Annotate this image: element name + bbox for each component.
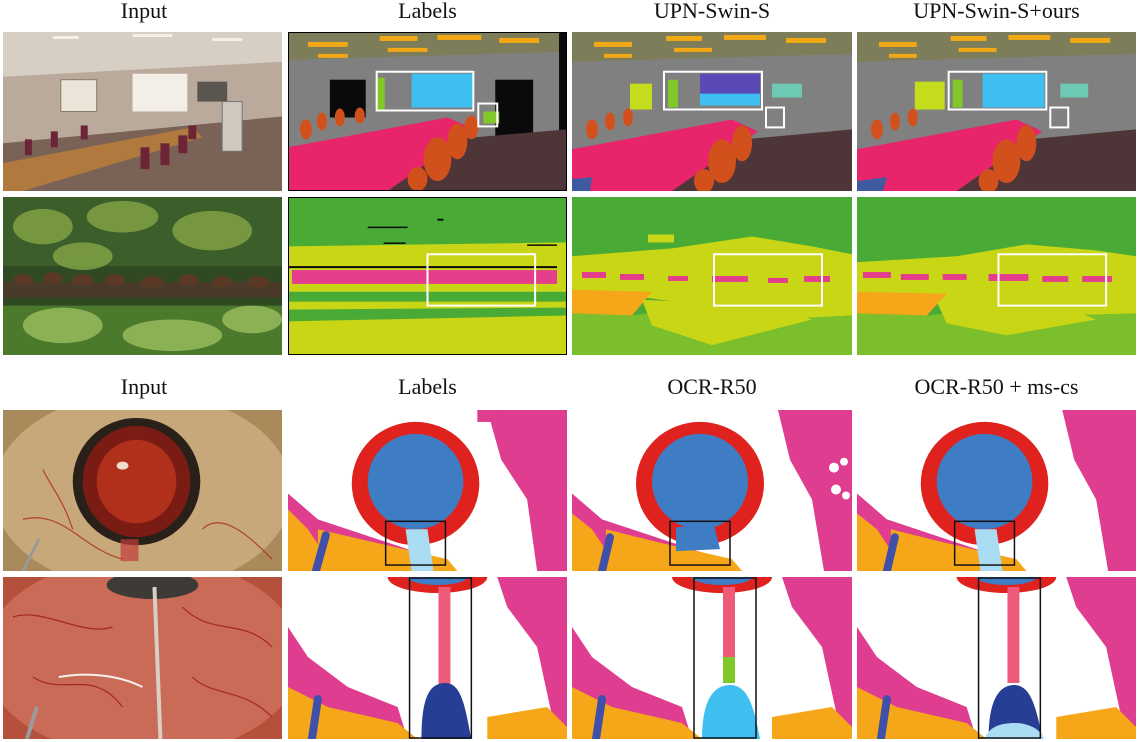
header-input-bottom: Input xyxy=(120,374,168,399)
eye-surgery-ocr-r50-2 xyxy=(572,577,852,739)
eye-surgery-ocr-r50-1 xyxy=(572,410,852,571)
eye-surgery-ocr-r50-ms-cs-1 xyxy=(857,410,1136,571)
conference-room-upn-swin-s xyxy=(572,32,852,191)
header-ocr-r50-ms-cs: OCR-R50 + ms-cs xyxy=(914,374,1079,399)
conference-room-labels xyxy=(288,32,567,191)
eye-surgery-labels-1 xyxy=(288,410,567,571)
eye-surgery-photo-1 xyxy=(3,410,282,571)
conference-room-upn-swin-s-ours xyxy=(857,32,1136,191)
eye-surgery-photo-2 xyxy=(3,577,282,739)
forest-animals-labels xyxy=(288,197,567,355)
conference-room-photo xyxy=(3,32,282,191)
header-upn-swin-s: UPN-Swin-S xyxy=(653,0,771,23)
eye-surgery-labels-2 xyxy=(288,577,567,739)
forest-animals-upn-swin-s xyxy=(572,197,852,355)
header-ocr-r50: OCR-R50 xyxy=(667,374,757,399)
header-labels-bottom: Labels xyxy=(398,374,457,399)
header-input-top: Input xyxy=(120,0,168,23)
header-upn-swin-s-ours: UPN-Swin-S+ours xyxy=(913,0,1080,23)
header-labels-top: Labels xyxy=(398,0,457,23)
forest-animals-photo xyxy=(3,197,282,355)
eye-surgery-ocr-r50-ms-cs-2 xyxy=(857,577,1136,739)
forest-animals-upn-swin-s-ours xyxy=(857,197,1136,355)
